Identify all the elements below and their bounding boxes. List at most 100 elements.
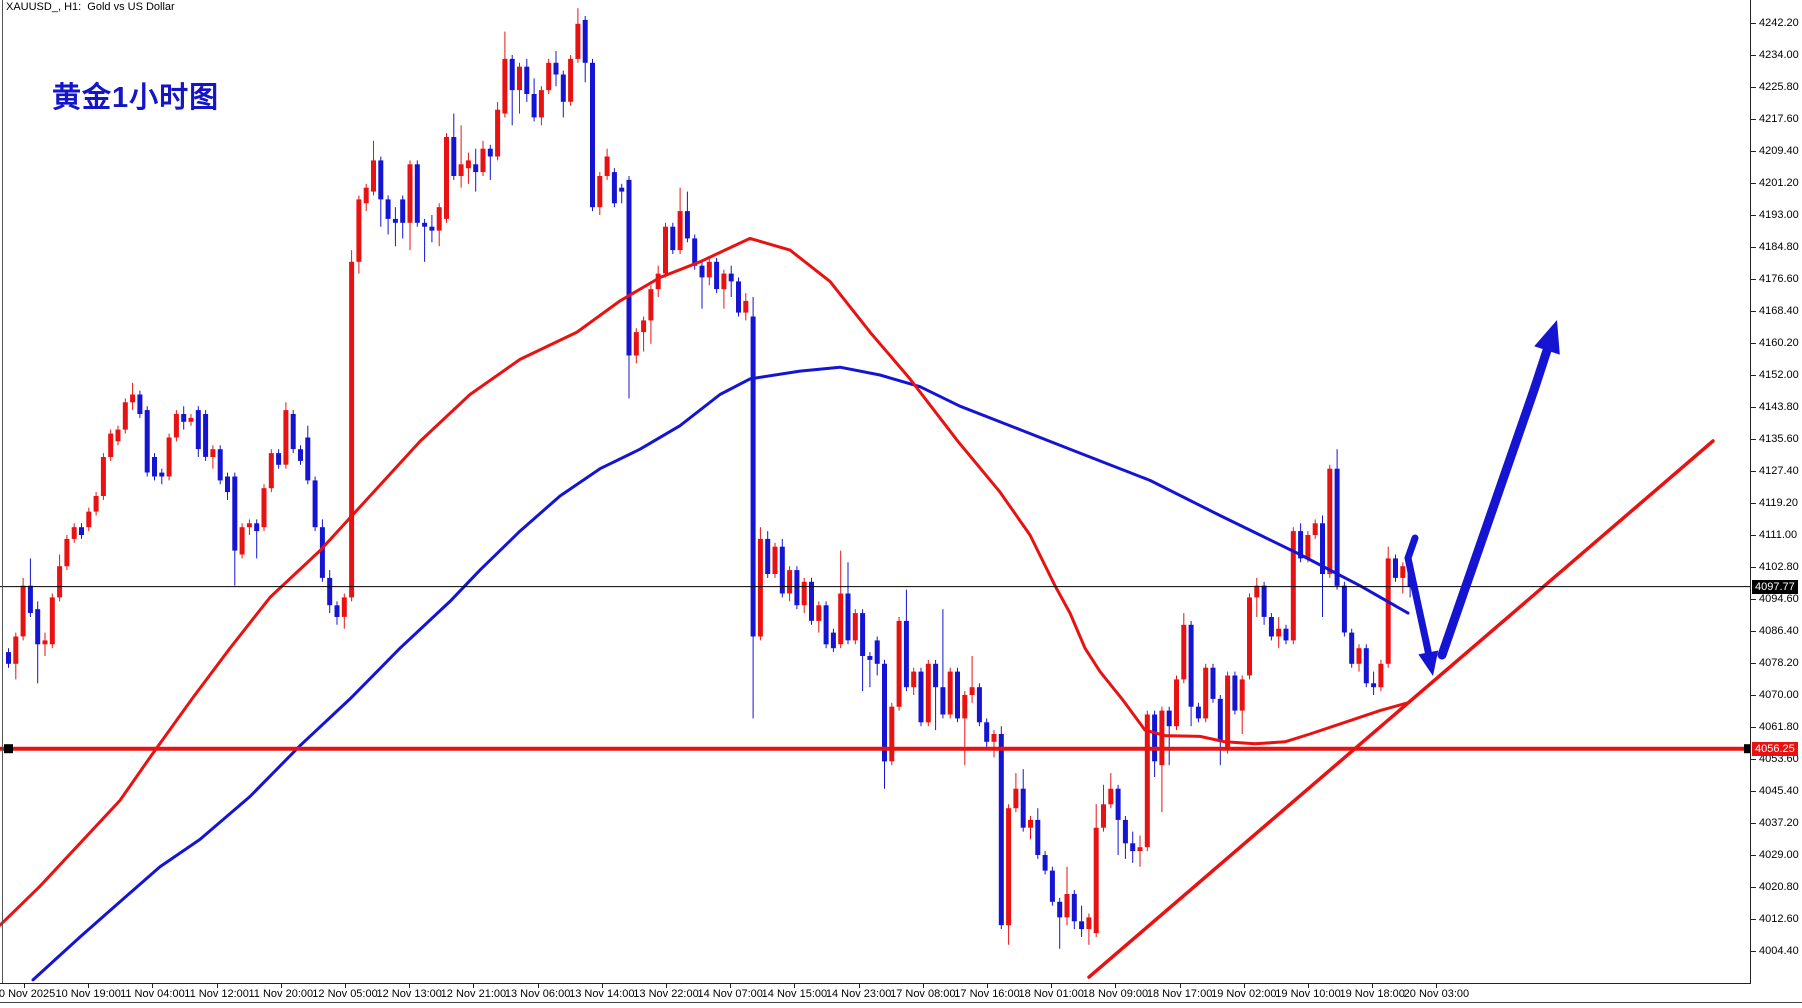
x-axis-tick <box>152 984 154 988</box>
y-axis-tick <box>1751 471 1756 472</box>
x-axis-tick <box>473 984 475 988</box>
y-axis-tick <box>1751 439 1756 440</box>
y-axis-label: 4225.80 <box>1759 81 1799 93</box>
up-arrow-head[interactable] <box>1534 320 1560 355</box>
y-axis-tick <box>1751 823 1756 824</box>
x-axis-label: 18 Nov 09:00 <box>1082 988 1149 1000</box>
symbol-title: XAUUSD_, H1: Gold vs US Dollar <box>6 1 175 13</box>
y-axis-tick <box>1751 663 1756 664</box>
down-arrow-head[interactable] <box>1418 650 1439 677</box>
chart-annotation-text: 黄金1小时图 <box>52 82 220 114</box>
y-axis-tick <box>1751 887 1756 888</box>
y-axis-tick <box>1751 951 1756 952</box>
x-axis-label: 18 Nov 17:00 <box>1146 988 1213 1000</box>
window-separator-line <box>0 1002 1802 1003</box>
y-axis-label: 4209.40 <box>1759 145 1799 157</box>
x-axis-label: 10 Nov 2025 <box>0 988 56 1000</box>
y-axis-label: 4119.20 <box>1759 497 1798 509</box>
y-axis-tick <box>1751 343 1756 344</box>
x-axis-tick <box>666 984 667 988</box>
y-axis-label: 4217.60 <box>1759 113 1799 125</box>
x-axis-label: 19 Nov 18:00 <box>1339 988 1405 1000</box>
y-axis-label: 4168.40 <box>1759 305 1799 317</box>
x-axis-tick <box>601 984 603 988</box>
y-axis-label: 4078.20 <box>1759 657 1799 669</box>
y-axis-tick <box>1751 919 1756 920</box>
y-axis-label: 4020.80 <box>1759 881 1799 893</box>
x-axis-label: 12 Nov 05:00 <box>312 988 378 1000</box>
y-axis-label: 4029.00 <box>1759 849 1799 861</box>
y-axis-tick <box>1751 55 1756 56</box>
x-axis-tick <box>345 984 346 988</box>
y-axis-tick <box>1751 87 1756 88</box>
y-axis-label: 4176.60 <box>1759 273 1799 285</box>
x-axis-label: 11 Nov 04:00 <box>120 988 185 1000</box>
ascending-trendline[interactable] <box>1087 439 1715 979</box>
x-axis-tick <box>1179 984 1181 988</box>
x-axis-label: 12 Nov 21:00 <box>440 988 507 1000</box>
y-axis-tick <box>1751 279 1756 280</box>
y-axis-label: 4193.00 <box>1759 209 1799 221</box>
y-axis-tick <box>1751 23 1756 24</box>
x-axis-label: 10 Nov 19:00 <box>55 988 121 1000</box>
y-axis-tick <box>1751 599 1756 600</box>
y-axis-tick <box>1751 631 1756 632</box>
x-axis-label: 17 Nov 16:00 <box>954 988 1020 1000</box>
candlestick-chart[interactable] <box>0 0 1750 983</box>
x-axis-tick <box>1115 984 1117 988</box>
x-axis-tick <box>409 984 411 988</box>
down-arrow-shaft[interactable] <box>1404 534 1432 656</box>
y-axis-label: 4201.20 <box>1759 177 1799 189</box>
candles-group <box>6 8 1413 949</box>
x-axis-label: 19 Nov 02:00 <box>1211 988 1277 1000</box>
y-axis-tick <box>1751 535 1756 536</box>
hline-handle[interactable] <box>1744 744 1750 754</box>
y-axis-label: 4070.00 <box>1759 689 1799 701</box>
y-axis-label: 4053.60 <box>1759 753 1799 765</box>
x-axis-label: 19 Nov 10:00 <box>1275 988 1341 1000</box>
x-axis-tick <box>1372 984 1374 988</box>
x-axis-label: 14 Nov 07:00 <box>697 988 763 1000</box>
x-axis-tick <box>1308 984 1309 988</box>
x-axis-label: 11 Nov 12:00 <box>184 988 249 1000</box>
fast-ma-line[interactable] <box>0 236 1410 927</box>
y-axis-tick <box>1751 247 1756 248</box>
x-axis-tick <box>1243 984 1245 988</box>
x-axis-label: 17 Nov 08:00 <box>890 988 956 1000</box>
x-axis-label: 11 Nov 20:00 <box>248 988 314 1000</box>
x-axis-label: 13 Nov 06:00 <box>504 988 571 1000</box>
chart-bottom-border <box>0 983 1750 984</box>
x-axis-tick <box>922 984 924 988</box>
y-axis-label: 4111.00 <box>1759 529 1798 541</box>
y-axis-label: 4152.00 <box>1759 369 1799 381</box>
x-axis-tick <box>216 984 218 988</box>
y-axis-label: 4143.80 <box>1759 401 1799 413</box>
current-price-tag: 4097.77 <box>1752 579 1798 594</box>
y-axis-tick <box>1751 855 1756 856</box>
y-axis-tick <box>1751 183 1756 184</box>
y-axis-label: 4160.20 <box>1759 337 1799 349</box>
y-axis-tick <box>1751 759 1756 760</box>
y-axis-label: 4127.40 <box>1759 465 1799 477</box>
y-axis-tick <box>1751 215 1756 216</box>
x-axis-label: 20 Nov 03:00 <box>1403 988 1470 1000</box>
y-axis-label: 4102.80 <box>1759 561 1799 573</box>
y-axis-tick <box>1751 407 1756 408</box>
up-arrow-shaft[interactable] <box>1437 345 1552 660</box>
x-axis-tick <box>858 984 860 988</box>
y-axis-label: 4037.20 <box>1759 817 1799 829</box>
chart-plot-area[interactable] <box>0 0 1750 983</box>
slow-ma-line[interactable] <box>31 365 1410 982</box>
x-axis-tick <box>1051 984 1053 988</box>
y-axis-label: 4094.60 <box>1759 593 1799 605</box>
x-axis-label: 13 Nov 22:00 <box>633 988 699 1000</box>
x-axis-label: 18 Nov 01:00 <box>1018 988 1084 1000</box>
price-axis-line <box>1750 0 1751 984</box>
hline-handle[interactable] <box>4 744 13 754</box>
x-axis-label: 14 Nov 15:00 <box>761 988 828 1000</box>
y-axis-label: 4004.40 <box>1759 945 1799 957</box>
y-axis-label: 4061.80 <box>1759 721 1799 733</box>
y-axis-tick <box>1751 791 1756 792</box>
x-axis-tick <box>794 984 796 988</box>
